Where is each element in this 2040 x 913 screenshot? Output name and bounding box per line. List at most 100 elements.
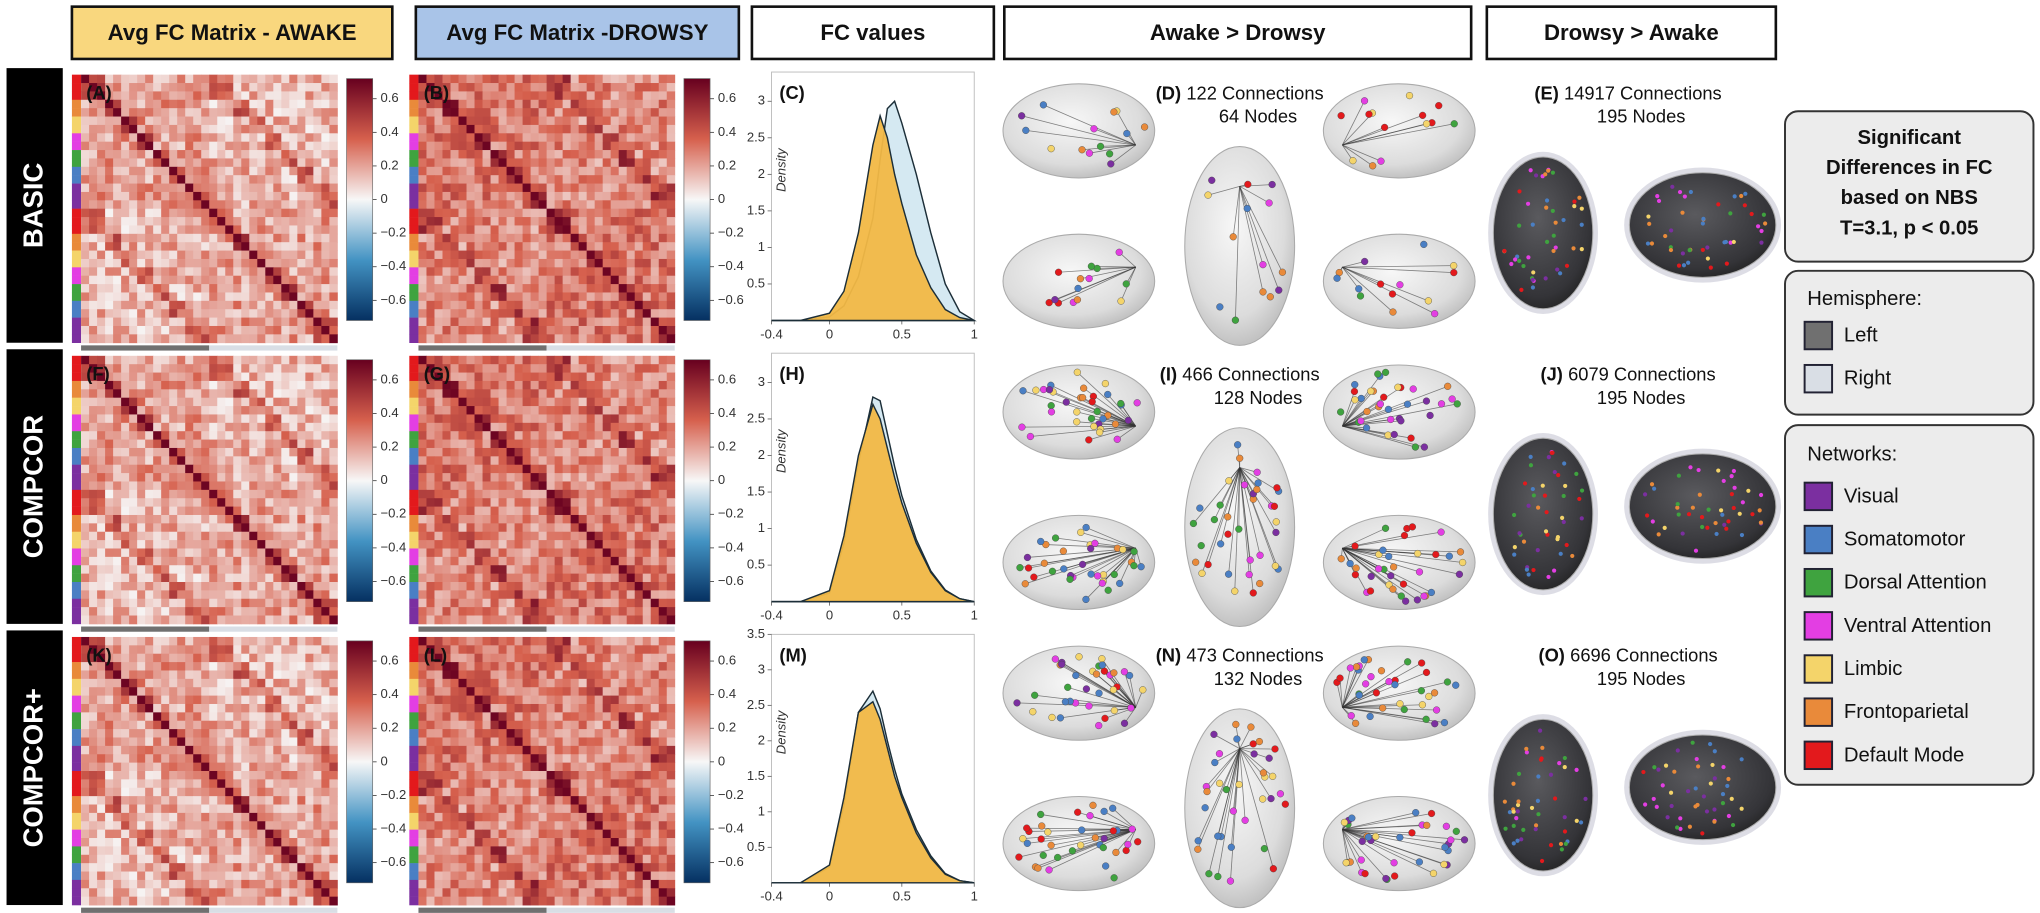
colorbar-tick-label: 0.6 xyxy=(718,90,736,105)
node xyxy=(1563,841,1568,846)
node xyxy=(1120,668,1129,676)
colorbar-tick-label: −0.6 xyxy=(718,573,744,588)
node xyxy=(1253,468,1261,476)
node xyxy=(1712,819,1717,824)
node xyxy=(1405,92,1414,100)
node xyxy=(1560,515,1565,520)
node xyxy=(1037,810,1045,819)
node xyxy=(1426,411,1434,420)
node xyxy=(1073,418,1081,426)
network-strip xyxy=(71,364,82,373)
node xyxy=(1758,492,1764,498)
node xyxy=(1561,217,1566,223)
node xyxy=(1670,184,1675,189)
node xyxy=(1654,804,1659,809)
node xyxy=(1397,592,1405,600)
node xyxy=(1104,411,1112,419)
connection xyxy=(1342,266,1360,290)
network-strip xyxy=(71,397,82,407)
column-header: Drowsy > Awake xyxy=(1544,20,1719,45)
brain-surface xyxy=(1492,156,1594,310)
node xyxy=(1550,208,1555,214)
colorbar-tick-label: 0.2 xyxy=(718,720,736,735)
node xyxy=(1552,469,1557,475)
node xyxy=(1737,511,1742,516)
node xyxy=(1229,233,1237,241)
node xyxy=(1204,560,1212,569)
network-strip xyxy=(71,662,82,671)
node xyxy=(1137,563,1145,571)
connection xyxy=(1201,467,1241,574)
node xyxy=(1675,505,1680,510)
node xyxy=(1101,714,1109,722)
node xyxy=(1337,555,1345,563)
node xyxy=(1643,802,1648,807)
connection xyxy=(1341,399,1356,427)
node xyxy=(1379,546,1387,554)
node xyxy=(1245,570,1253,579)
node xyxy=(1445,552,1453,560)
node xyxy=(1726,813,1731,819)
node xyxy=(1231,587,1239,595)
network-strip xyxy=(409,489,419,499)
node xyxy=(1543,276,1548,281)
node xyxy=(1515,838,1520,843)
network-strip xyxy=(71,548,82,558)
node xyxy=(1452,827,1460,835)
node xyxy=(1572,204,1577,209)
node xyxy=(1124,416,1132,424)
network-strip xyxy=(409,116,419,126)
colorbar-tick-label: −0.4 xyxy=(718,539,744,554)
node xyxy=(1544,239,1550,244)
network-strip xyxy=(409,225,419,235)
node xyxy=(1194,845,1202,853)
node xyxy=(1669,803,1674,809)
brain-surface xyxy=(1322,645,1476,741)
node xyxy=(1507,810,1513,815)
node xyxy=(1271,745,1279,753)
node xyxy=(1396,700,1404,708)
brain-surface xyxy=(1628,453,1777,560)
network-strip xyxy=(71,888,82,897)
row-label-box xyxy=(6,68,63,343)
fc-matrix xyxy=(81,74,338,344)
node xyxy=(1040,559,1048,567)
node xyxy=(1197,542,1205,550)
node xyxy=(1420,240,1428,249)
node xyxy=(1232,720,1240,729)
node xyxy=(1544,510,1549,515)
node xyxy=(1125,671,1134,680)
connection xyxy=(1214,748,1240,763)
node xyxy=(1385,552,1393,561)
node xyxy=(1374,370,1382,378)
node xyxy=(1104,390,1112,399)
panel-label: (J) xyxy=(1541,363,1563,384)
node xyxy=(1732,485,1737,490)
legend-title: Differences in FC xyxy=(1826,157,1993,179)
node xyxy=(1441,843,1449,851)
column-header: FC values xyxy=(820,20,925,45)
node xyxy=(1236,454,1244,462)
panel-label: (D) xyxy=(1156,82,1181,103)
node xyxy=(1216,501,1224,509)
connection xyxy=(1238,467,1241,530)
node xyxy=(1415,858,1423,866)
node xyxy=(1417,687,1425,695)
node xyxy=(1656,532,1661,537)
nodes: 128 Nodes xyxy=(1214,387,1303,408)
network-strip xyxy=(409,464,419,474)
x-tick-label: 0.5 xyxy=(893,607,911,622)
network-strip xyxy=(71,242,82,251)
network-strip xyxy=(71,334,82,343)
node xyxy=(1519,837,1524,842)
network-strip xyxy=(71,99,82,109)
node xyxy=(1550,170,1555,175)
node xyxy=(1389,585,1397,593)
node xyxy=(1217,540,1225,548)
network-strip xyxy=(71,200,82,209)
y-axis-label: Density xyxy=(773,147,788,192)
node xyxy=(1511,823,1516,828)
network-strip xyxy=(71,481,82,491)
network-strip xyxy=(71,108,82,117)
node xyxy=(1701,794,1706,799)
